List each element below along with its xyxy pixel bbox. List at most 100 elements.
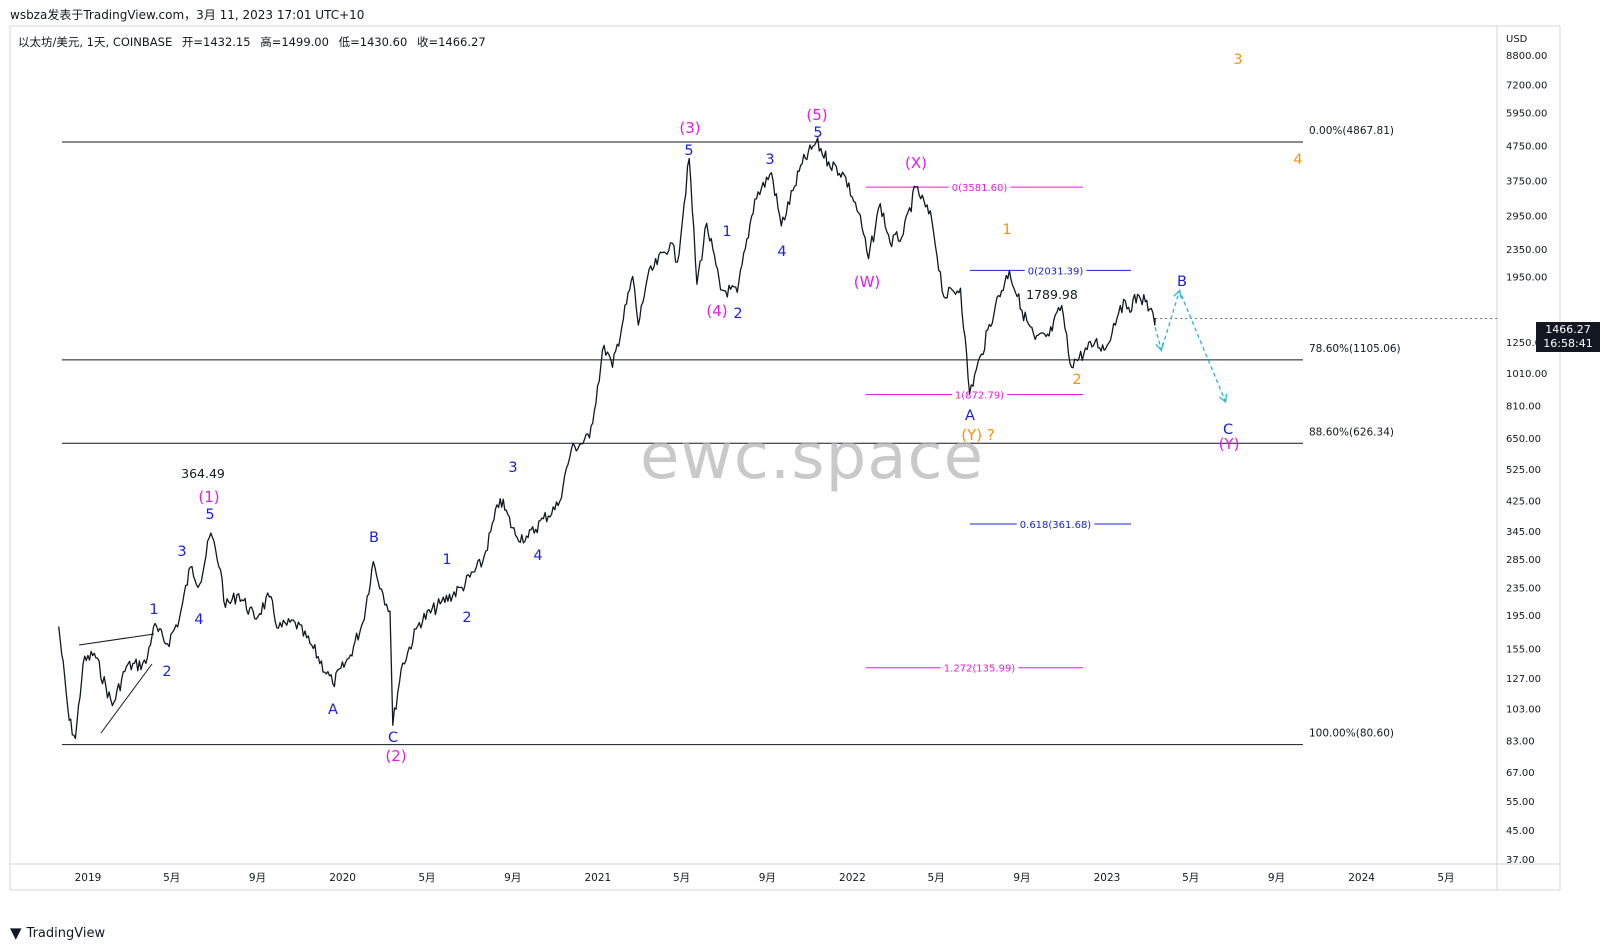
- x-tick-label: 9月: [759, 872, 776, 884]
- fib-label-bg: [951, 390, 1008, 402]
- y-tick-label: 127.00: [1506, 674, 1541, 685]
- y-tick-label: 1010.00: [1506, 369, 1547, 380]
- y-tick-label: 103.00: [1506, 705, 1541, 716]
- fib-level-label: 1(872.79): [955, 391, 1004, 402]
- wave-label: (Y) ?: [961, 426, 995, 444]
- x-tick-label: 2020: [329, 872, 356, 884]
- last-price: 1466.27: [1545, 323, 1591, 336]
- tradingview-logo-icon[interactable]: ▼: [10, 924, 22, 942]
- wave-label: 4: [777, 244, 786, 260]
- wave-label: A: [965, 408, 975, 424]
- wave-label: 2: [162, 664, 171, 680]
- x-tick-label: 5月: [418, 872, 435, 884]
- forecast-path: [1154, 288, 1227, 403]
- wave-label: 5: [813, 125, 822, 141]
- fib-label-bg: [1016, 519, 1095, 531]
- y-tick-label: 5950.00: [1506, 109, 1547, 120]
- y-tick-label: 7200.00: [1506, 80, 1547, 91]
- watermark: ewc.space: [640, 420, 984, 494]
- wave-label: 2: [1072, 372, 1081, 388]
- y-tick-label: 525.00: [1506, 465, 1541, 476]
- wave-label: 4: [1293, 152, 1302, 168]
- x-tick-label: 5月: [1182, 872, 1199, 884]
- ohlc-close: 收=1466.27: [416, 35, 486, 49]
- publisher-line: wsbza发表于TradingView.com，3月 11, 2023 17:0…: [10, 8, 365, 22]
- forecast-arrowhead: [1155, 342, 1164, 352]
- x-tick-label: 5月: [928, 872, 945, 884]
- y-tick-label: 195.00: [1506, 611, 1541, 622]
- y-tick-label: 4750.00: [1506, 142, 1547, 153]
- wave-label: (2): [385, 747, 406, 765]
- wave-label: 364.49: [181, 466, 225, 481]
- footer: ▼ TradingView: [10, 924, 105, 942]
- triangle-upper-line: [78, 633, 155, 646]
- price-series-line: [58, 137, 1156, 740]
- wave-label: 1: [1002, 222, 1011, 238]
- wave-label: 1: [722, 224, 731, 240]
- wave-label: 1: [442, 552, 451, 568]
- forecast-arrowhead: [1218, 393, 1228, 404]
- y-tick-label: 67.00: [1506, 768, 1535, 779]
- wave-label: (W): [854, 273, 881, 291]
- x-tick-label: 9月: [1013, 872, 1030, 884]
- x-tick-label: 5月: [673, 872, 690, 884]
- wave-label: 2: [462, 610, 471, 626]
- wave-label: C: [388, 730, 398, 746]
- wave-label: 5: [205, 507, 214, 523]
- y-tick-label: 55.00: [1506, 797, 1535, 808]
- y-axis-currency: USD: [1506, 34, 1528, 45]
- x-tick-label: 2024: [1348, 872, 1375, 884]
- symbol-name[interactable]: 以太坊/美元, 1天, COINBASE: [18, 35, 173, 49]
- wave-label: 3: [1233, 52, 1242, 68]
- x-tick-label: 9月: [504, 872, 521, 884]
- tradingview-brand[interactable]: TradingView: [26, 925, 106, 941]
- wave-label: 4: [194, 612, 203, 628]
- y-tick-label: 2950.00: [1506, 212, 1547, 223]
- fib-label-bg: [940, 663, 1019, 675]
- y-tick-label: 37.00: [1506, 855, 1535, 866]
- wave-label: 3: [508, 460, 517, 476]
- y-tick-label: 345.00: [1506, 527, 1541, 538]
- wave-label: (3): [679, 119, 700, 137]
- symbol-info: 以太坊/美元, 1天, COINBASE 开=1432.15 高=1499.00…: [18, 34, 492, 50]
- ohlc-high: 高=1499.00: [260, 35, 329, 49]
- forecast-arrowhead: [1173, 289, 1182, 299]
- y-tick-label: 425.00: [1506, 496, 1541, 507]
- wave-label: 2: [733, 306, 742, 322]
- fib-label-bg: [948, 183, 1011, 195]
- y-tick-label: 1250.00: [1506, 338, 1547, 349]
- x-tick-label: 5月: [1437, 872, 1454, 884]
- wave-label: 3: [177, 544, 186, 560]
- y-tick-label: 155.00: [1506, 645, 1541, 656]
- fib-level-label: 88.60%(626.34): [1309, 426, 1394, 438]
- y-tick-label: 3750.00: [1506, 176, 1547, 187]
- wave-label: 1789.98: [1026, 287, 1078, 302]
- wave-label: 4: [533, 548, 542, 564]
- x-tick-label: 2022: [839, 872, 866, 884]
- wave-label: (4): [706, 302, 727, 320]
- bar-countdown: 16:58:41: [1543, 337, 1593, 350]
- wave-label: 3: [765, 152, 774, 168]
- wave-label: (X): [905, 154, 927, 172]
- last-price-badge: 1466.27 16:58:41: [1536, 322, 1600, 352]
- fib-label-bg: [1024, 266, 1087, 278]
- triangle-lower-line: [100, 663, 153, 734]
- y-tick-label: 810.00: [1506, 402, 1541, 413]
- y-tick-label: 8800.00: [1506, 51, 1547, 62]
- fib-level-label: 0.00%(4867.81): [1309, 125, 1394, 137]
- y-tick-label: 45.00: [1506, 826, 1535, 837]
- wave-label: (5): [806, 106, 827, 124]
- wave-label: B: [1177, 274, 1187, 290]
- fib-level-label: 0.618(361.68): [1020, 520, 1092, 531]
- x-tick-label: 2021: [584, 872, 611, 884]
- y-tick-label: 1950.00: [1506, 272, 1547, 283]
- y-tick-label: 650.00: [1506, 434, 1541, 445]
- y-tick-label: 285.00: [1506, 555, 1541, 566]
- ohlc-low: 低=1430.60: [338, 35, 408, 49]
- y-tick-label: 83.00: [1506, 736, 1535, 747]
- wave-label: C: [1223, 422, 1233, 438]
- x-tick-label: 2023: [1094, 872, 1121, 884]
- wave-label: (1): [198, 488, 219, 506]
- y-tick-label: 2350.00: [1506, 245, 1547, 256]
